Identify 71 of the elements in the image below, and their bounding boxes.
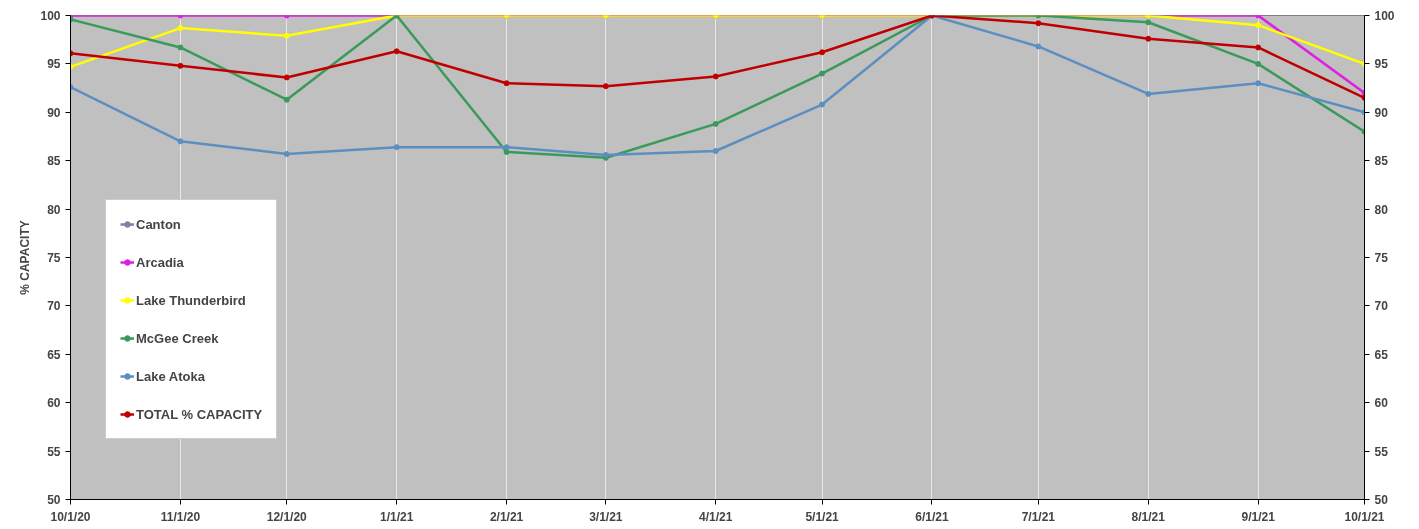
point <box>503 148 510 155</box>
y2-tick-label: 90 <box>1374 105 1389 120</box>
legend-label: Canton <box>136 216 181 232</box>
point <box>283 74 290 81</box>
legend-label: Arcadia <box>136 254 184 270</box>
point <box>177 138 184 145</box>
y-tick-label: 95 <box>47 57 61 72</box>
x-tick-label: 6/1/21 <box>915 509 949 524</box>
x-tick-label: 5/1/21 <box>805 509 840 524</box>
y-tick-label: 55 <box>47 444 61 459</box>
y2-tick-label: 70 <box>1374 299 1389 314</box>
y-tick-label: 70 <box>47 299 61 314</box>
point <box>1255 60 1262 67</box>
point <box>819 49 826 56</box>
y-tick-label: 65 <box>47 347 61 362</box>
legend-label: Lake Thunderbird <box>136 292 246 308</box>
y2-tick-label: 100 <box>1374 9 1395 23</box>
point <box>283 32 290 39</box>
point <box>177 44 184 51</box>
y-axis-title: % CAPACITY <box>18 220 33 295</box>
legend-label: TOTAL % CAPACITY <box>136 406 263 422</box>
point <box>712 120 719 127</box>
x-tick-label: 1/1/21 <box>379 509 414 524</box>
legend-label: Lake Atoka <box>136 368 205 384</box>
y2-tick-label: 95 <box>1374 57 1389 72</box>
point <box>1035 20 1042 27</box>
y-tick-label: 50 <box>47 493 61 507</box>
x-tick-label: 4/1/21 <box>699 509 733 524</box>
y2-tick-label: 60 <box>1374 396 1389 411</box>
y2-tick-label: 75 <box>1374 251 1389 265</box>
point <box>819 70 826 77</box>
y2-tick-label: 80 <box>1374 202 1389 217</box>
y-tick-label: 85 <box>47 154 61 169</box>
point <box>393 144 400 151</box>
y2-tick-label: 50 <box>1374 493 1389 507</box>
point <box>283 150 290 157</box>
x-tick-label: 9/1/21 <box>1241 509 1276 524</box>
point <box>1035 43 1042 50</box>
legend-label: McGee Creek <box>136 330 219 346</box>
point <box>503 144 510 151</box>
x-tick-label: 10/1/20 <box>50 509 91 524</box>
y-tick-label: 80 <box>47 202 61 217</box>
x-tick-label: 12/1/20 <box>266 509 308 524</box>
x-tick-label: 2/1/21 <box>489 509 524 524</box>
x-tick-label: 3/1/21 <box>589 509 623 524</box>
point <box>1255 80 1262 87</box>
point <box>1255 22 1262 29</box>
point <box>712 73 719 80</box>
x-tick-label: 7/1/21 <box>1021 509 1056 524</box>
point <box>1255 44 1262 51</box>
y2-tick-label: 65 <box>1374 347 1389 362</box>
y-tick-label: 75 <box>47 251 61 265</box>
y2-tick-label: 85 <box>1374 154 1389 169</box>
x-tick-label: 8/1/21 <box>1131 509 1166 524</box>
x-tick-label: 11/1/20 <box>160 509 201 524</box>
y-tick-label: 60 <box>47 396 61 411</box>
y2-tick-label: 55 <box>1374 444 1389 459</box>
point <box>1145 35 1152 42</box>
point <box>819 101 826 108</box>
point <box>177 62 184 69</box>
point <box>283 96 290 103</box>
point <box>177 25 184 32</box>
x-tick-label: 10/1/21 <box>1344 509 1385 524</box>
y-tick-label: 90 <box>47 105 61 120</box>
point <box>393 48 400 55</box>
point <box>1145 90 1152 97</box>
point <box>602 83 609 90</box>
point <box>1145 19 1152 26</box>
point <box>712 148 719 155</box>
y-tick-label: 100 <box>40 9 61 23</box>
point <box>503 80 510 87</box>
